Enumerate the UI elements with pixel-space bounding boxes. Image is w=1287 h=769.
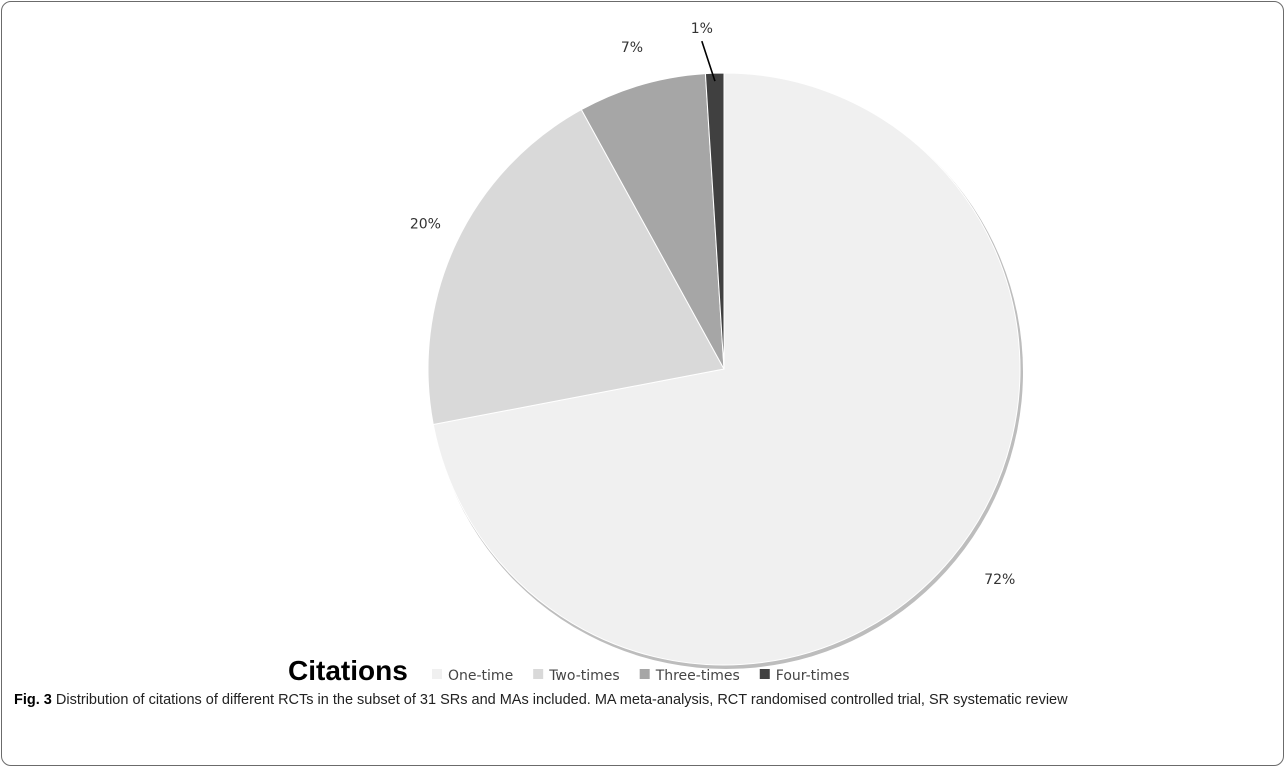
pie-slice-one-time xyxy=(432,72,1021,666)
legend-swatch-three-times xyxy=(639,669,650,679)
data-label-two-times: 20% xyxy=(410,216,441,232)
data-label-one-time: 72% xyxy=(984,572,1015,588)
figure-caption: Fig. 3 Distribution of citations of diff… xyxy=(14,688,1276,712)
legend-label-four-times: Four-times xyxy=(776,668,850,684)
legend-label-two-times: Two-times xyxy=(548,668,620,684)
caption-label: Fig. 3 xyxy=(14,692,52,708)
legend-title: Citations xyxy=(288,655,408,686)
legend-label-one-time: One-time xyxy=(448,668,513,684)
pie-slices xyxy=(427,72,1023,669)
legend-label-three-times: Three-times xyxy=(655,668,740,684)
pie-slice-two-times xyxy=(427,108,725,426)
pie-slice-three-times xyxy=(580,73,725,370)
data-label-four-times: 1% xyxy=(691,21,713,37)
legend: Citations One-time Two-times Three-times Fo… xyxy=(288,655,850,686)
legend-swatch-four-times xyxy=(759,669,770,679)
legend-swatch-one-time xyxy=(432,669,442,679)
pie-slice-four-times xyxy=(704,72,725,370)
data-label-three-times: 7% xyxy=(621,40,643,56)
leader-line-four-times xyxy=(701,40,716,82)
data-labels: 72% 20% 7% 1% xyxy=(410,21,1015,588)
legend-swatch-two-times xyxy=(533,669,544,679)
caption-text: Distribution of citations of different R… xyxy=(55,692,1068,708)
